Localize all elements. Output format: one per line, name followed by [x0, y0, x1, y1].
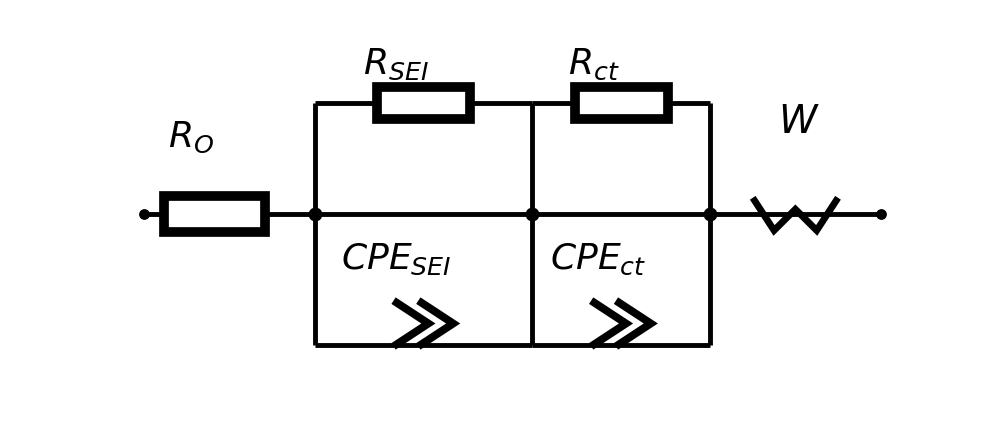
Text: $CPE_{ct}$: $CPE_{ct}$	[550, 242, 646, 277]
Text: $W$: $W$	[778, 104, 820, 141]
Text: $CPE_{SEI}$: $CPE_{SEI}$	[341, 242, 452, 277]
Text: $R_{ct}$: $R_{ct}$	[568, 46, 620, 81]
Bar	[377, 87, 470, 119]
Text: $R_O$: $R_O$	[168, 120, 214, 155]
Text: $R_{SEI}$: $R_{SEI}$	[363, 46, 429, 81]
Bar	[574, 87, 668, 119]
Bar	[164, 196, 264, 232]
